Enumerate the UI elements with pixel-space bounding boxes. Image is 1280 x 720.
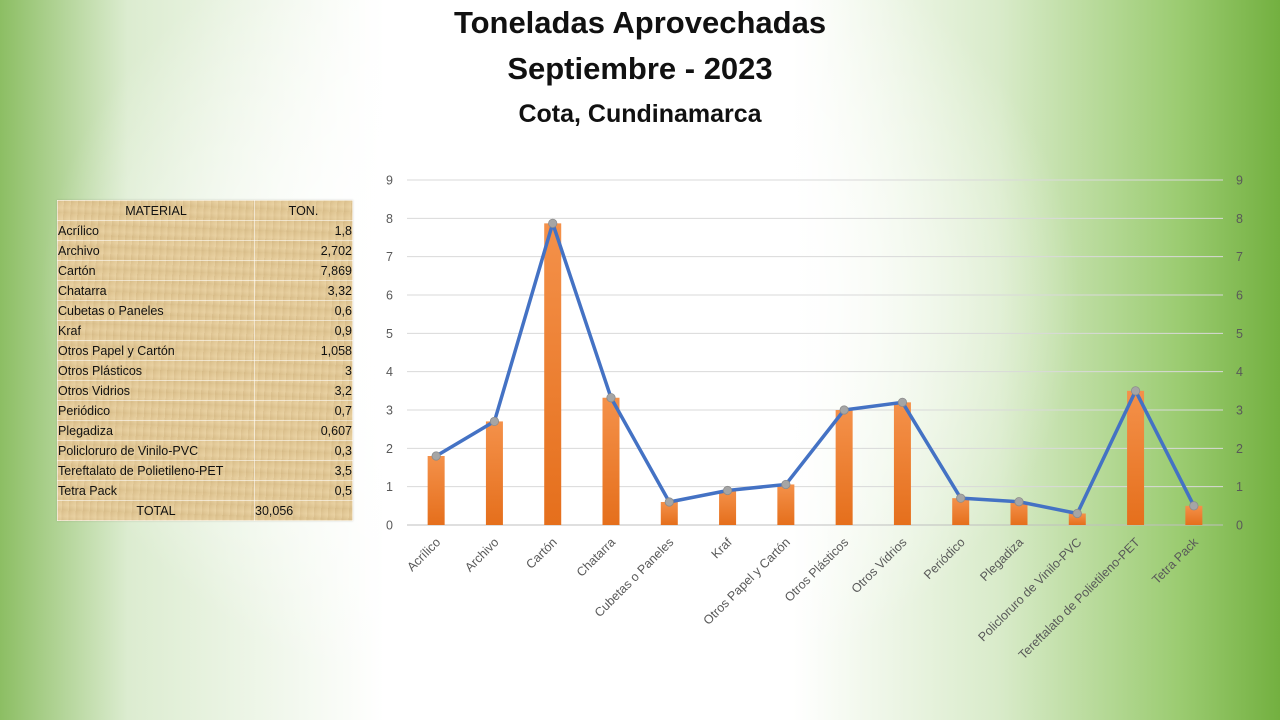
x-tick-label: Kraf: [709, 535, 735, 561]
bar: [835, 410, 853, 525]
table-row: Tereftalato de Polietileno-PET 3,5: [57, 460, 353, 481]
material-name: Cubetas o Paneles: [57, 300, 255, 321]
total-value: 30,056: [254, 500, 353, 521]
material-name: Chatarra: [57, 280, 255, 301]
table-header-row: MATERIAL TON.: [57, 200, 353, 221]
line-point: [431, 451, 441, 461]
total-label: TOTAL: [57, 500, 255, 521]
materials-table: MATERIAL TON. Acrílico 1,8 Archivo 2,702 Car…: [57, 200, 353, 521]
y2-tick-label: 9: [1236, 174, 1243, 188]
y-tick-label: 7: [386, 250, 393, 264]
x-tick-label: Plegadiza: [977, 535, 1026, 584]
table-row: Otros Papel y Cartón 1,058: [57, 340, 353, 361]
line-point: [664, 497, 674, 507]
y2-tick-label: 8: [1236, 212, 1243, 226]
material-tonnage: 0,5: [254, 480, 353, 501]
y2-tick-label: 2: [1236, 442, 1243, 456]
bar: [777, 484, 795, 525]
y-tick-label: 2: [386, 442, 393, 456]
line-point: [839, 405, 849, 415]
x-tick-label: Archivo: [462, 535, 501, 574]
y-tick-label: 9: [386, 174, 393, 188]
series-line: [434, 221, 1196, 516]
material-name: Tereftalato de Polietileno-PET: [57, 460, 255, 481]
x-tick-label: Cartón: [523, 535, 559, 571]
y-tick-label: 6: [386, 289, 393, 303]
line-point: [897, 397, 908, 407]
y-tick-label: 0: [386, 519, 393, 533]
line-point: [1189, 501, 1199, 511]
table-row: Acrílico 1,8: [57, 220, 353, 241]
table-row: Periódico 0,7: [57, 400, 353, 421]
y-tick-label: 4: [386, 365, 393, 379]
bar: [952, 498, 970, 525]
chart-title-period: Septiembre - 2023: [507, 51, 773, 86]
bar: [602, 397, 620, 525]
bar: [544, 223, 562, 526]
line-point: [606, 393, 616, 403]
table-row: Archivo 2,702: [57, 240, 353, 261]
y2-tick-label: 1: [1236, 480, 1243, 494]
y-tick-label: 1: [386, 480, 393, 494]
y2-tick-label: 4: [1236, 365, 1243, 379]
line-point: [781, 479, 791, 490]
bar: [719, 490, 737, 525]
line-point: [722, 485, 733, 496]
bar: [485, 421, 503, 525]
table-row: Kraf 0,9: [57, 320, 353, 341]
material-tonnage: 0,607: [254, 420, 353, 441]
line-point: [548, 218, 558, 228]
x-tick-label: Acrílico: [404, 535, 443, 574]
y-tick-label: 3: [386, 404, 393, 418]
x-tick-label: Tereftalato de Polietileno-PET: [1016, 535, 1143, 662]
x-tick-label: Chatarra: [574, 535, 618, 579]
line-point: [1014, 497, 1024, 507]
table-row: Policloruro de Vinilo-PVC 0,3: [57, 440, 353, 461]
table-row: Tetra Pack 0,5: [57, 480, 353, 501]
table-row: Cubetas o Paneles 0,6: [57, 300, 353, 321]
material-tonnage: 1,8: [254, 220, 353, 241]
x-tick-label: Policloruro de Vinilo-PVC: [975, 535, 1084, 644]
line-point: [1130, 386, 1141, 396]
line-point: [956, 493, 966, 503]
y2-tick-label: 7: [1236, 250, 1243, 264]
table-body: Acrílico 1,8 Archivo 2,702 Cartón 7,869 Chatar…: [57, 220, 353, 501]
y2-tick-label: 3: [1236, 404, 1243, 418]
line-point: [1072, 508, 1082, 519]
bar: [660, 502, 678, 525]
x-tick-label: Tetra Pack: [1149, 535, 1201, 587]
y2-tick-label: 5: [1236, 327, 1243, 341]
bar: [1185, 505, 1203, 525]
bar: [427, 456, 445, 525]
material-name: Periódico: [57, 400, 255, 421]
material-name: Otros Papel y Cartón: [57, 340, 255, 361]
table-row: Cartón 7,869: [57, 260, 353, 281]
material-tonnage: 3,32: [254, 280, 353, 301]
bar: [1127, 390, 1145, 525]
bar: [1010, 501, 1028, 525]
y2-tick-label: 0: [1236, 519, 1243, 533]
x-tick-label: Periódico: [921, 535, 968, 582]
x-tick-label: Otros Vidrios: [849, 535, 910, 596]
bar: [893, 402, 911, 525]
chart-title: Toneladas Aprovechadas: [453, 5, 827, 40]
table-total-row: TOTAL 30,056: [57, 500, 353, 521]
chart-subtitle: Cota, Cundinamarca: [518, 100, 762, 128]
line-point: [489, 416, 500, 427]
y2-tick-label: 6: [1236, 289, 1243, 303]
material-tonnage: 0,3: [254, 440, 353, 461]
y-tick-label: 8: [386, 212, 393, 226]
table-row: Chatarra 3,32: [57, 280, 353, 301]
y-tick-label: 5: [386, 327, 393, 341]
material-tonnage: 7,869: [254, 260, 353, 281]
bar: [1068, 513, 1086, 525]
materials-table-container: MATERIAL TON. Acrílico 1,8 Archivo 2,702 Car…: [57, 200, 353, 521]
